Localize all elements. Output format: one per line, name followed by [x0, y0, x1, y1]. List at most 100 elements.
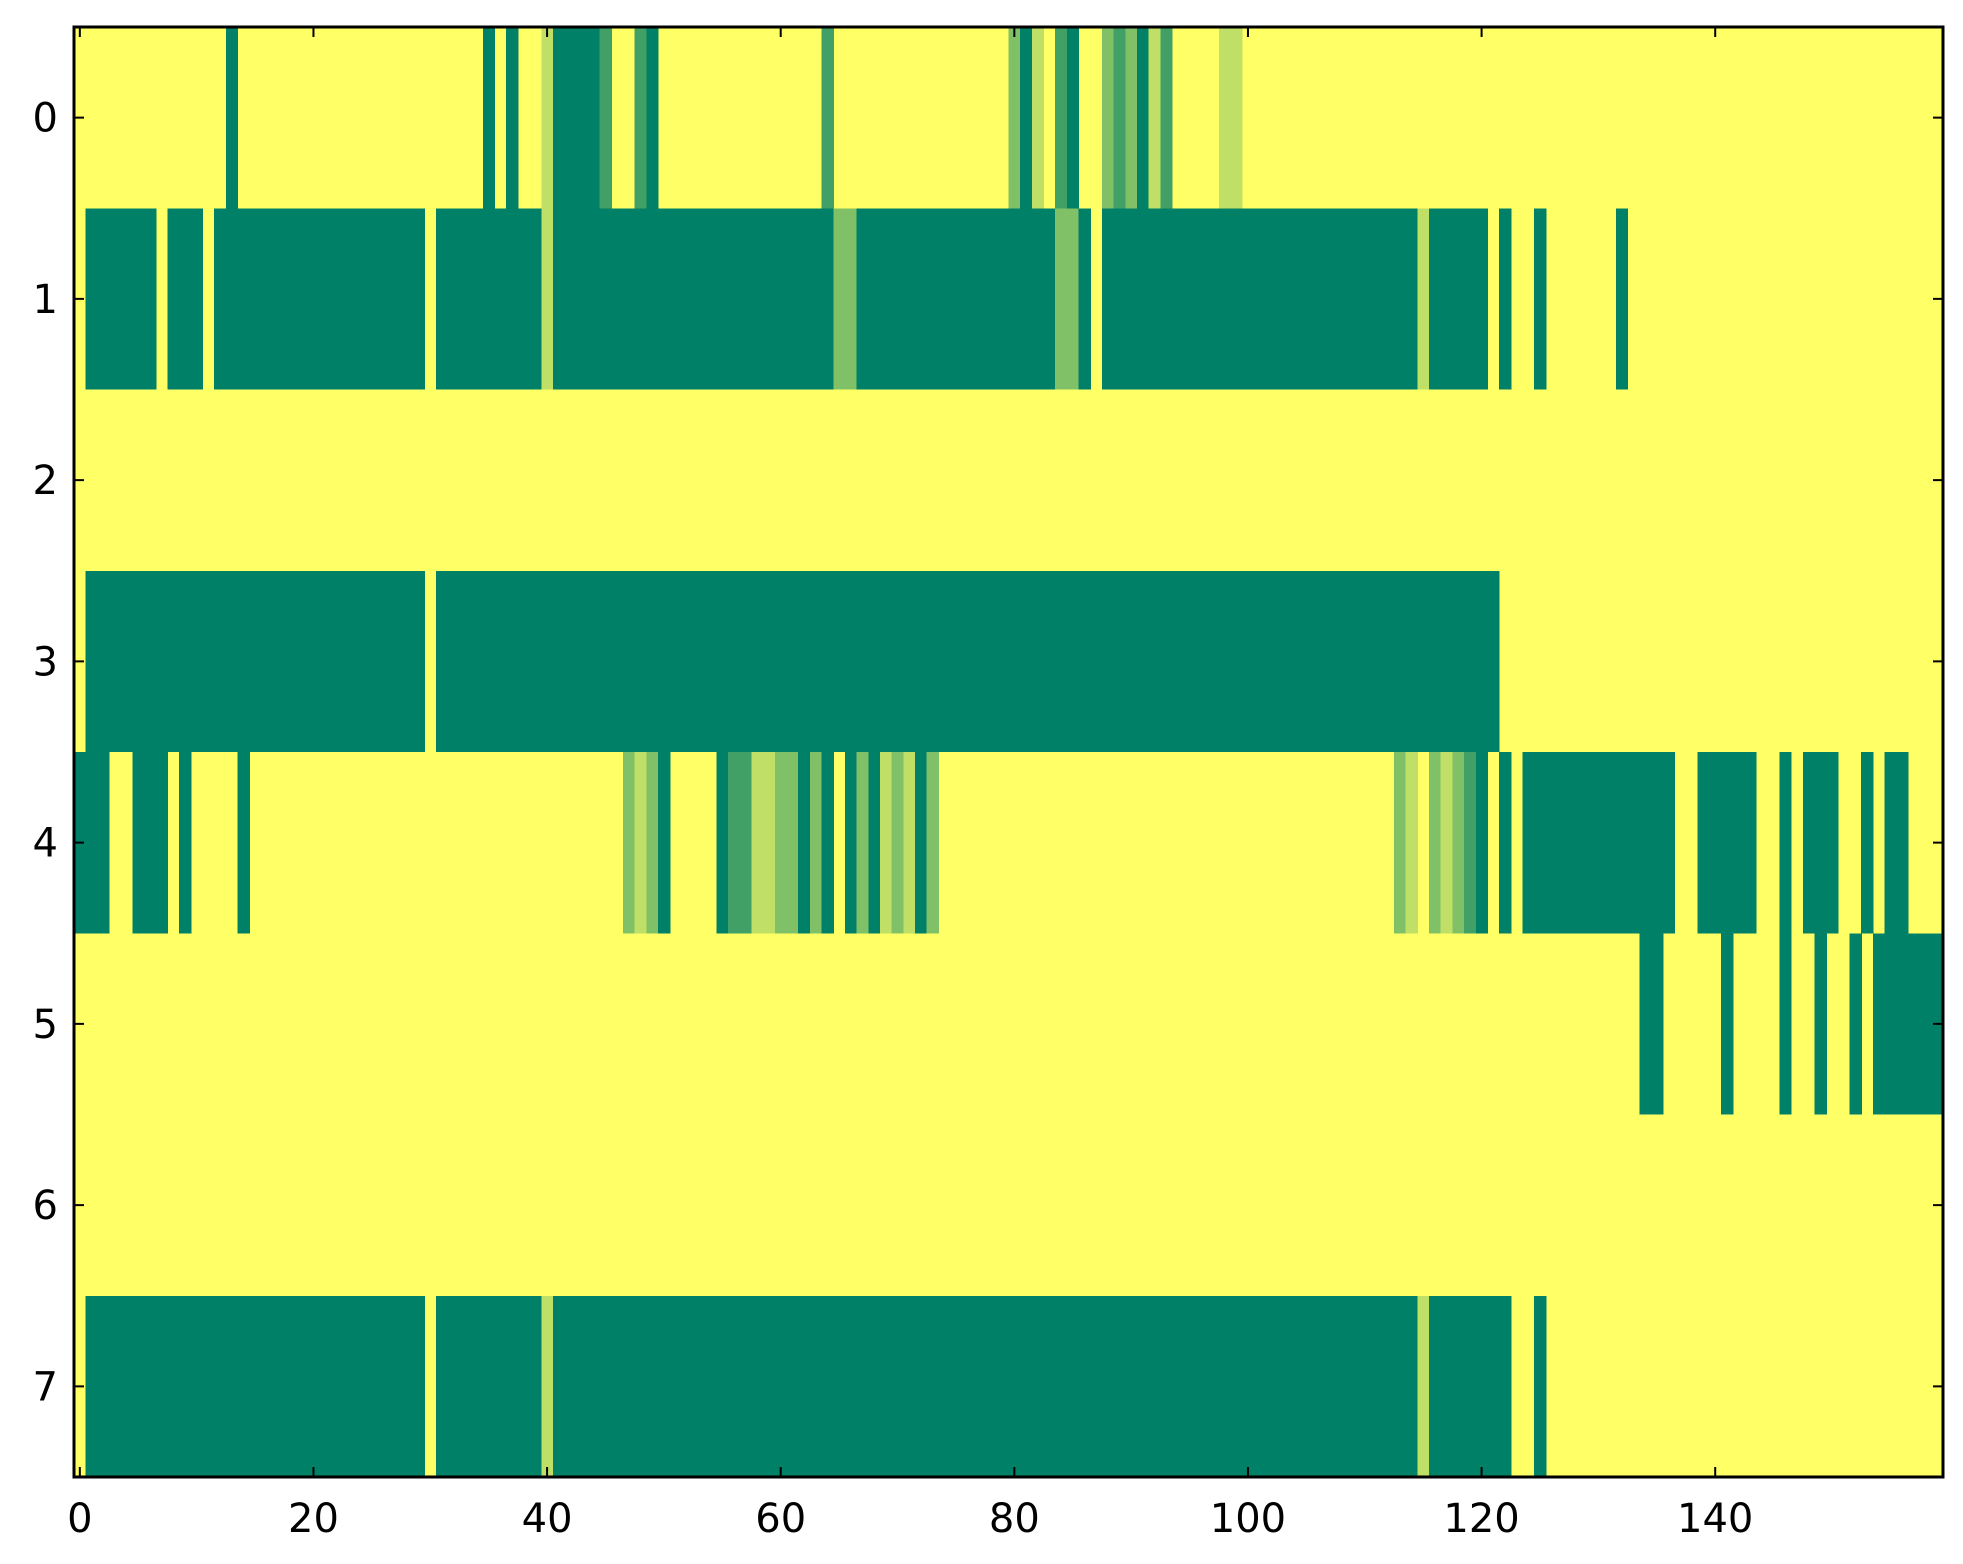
heatmap-cell-row-0-col-93-to-93 — [1160, 27, 1173, 209]
heatmap-cell-row-0-col-37-to-37 — [506, 27, 519, 209]
heatmap-cell-row-4-col-55-to-55 — [716, 752, 729, 934]
heatmap-cell-row-7-col-40-to-40 — [541, 1295, 554, 1477]
heatmap-cell-row-0-col-92-to-92 — [1148, 27, 1161, 209]
heatmap-cell-row-0-col-91-to-91 — [1136, 27, 1150, 209]
heatmap-cell-row-7-col-31-to-39 — [436, 1295, 542, 1477]
heatmap-cell-row-1-col-132-to-132 — [1615, 208, 1629, 390]
heatmap-cell-row-0-col-41-to-44 — [552, 27, 601, 209]
heatmap-cell-row-1-col-125-to-125 — [1534, 208, 1547, 390]
heatmap-cell-row-7-col-116-to-122 — [1429, 1295, 1512, 1477]
heatmap-cell-row-1-col-67-to-83 — [856, 208, 1056, 390]
heatmap-cell-row-4-col-73-to-73 — [926, 752, 940, 934]
heatmap-cell-row-0-col-40-to-40 — [541, 27, 554, 209]
heatmap-cell-row-4-col-155-to-156 — [1884, 752, 1909, 934]
y-tick-label: 7 — [33, 1364, 58, 1410]
heatmap-cell-row-0-col-45-to-45 — [599, 27, 612, 209]
x-tick-label: 20 — [288, 1496, 339, 1542]
heatmap-cell-row-0-col-49-to-49 — [646, 27, 659, 209]
heatmap-cell-row-1-col-41-to-64 — [552, 208, 834, 390]
heatmap-cell-row-1-col-12-to-29 — [214, 208, 426, 390]
heatmap-cell-row-4-col-49-to-49 — [646, 752, 659, 934]
heatmap-cell-row-4-col-119-to-119 — [1464, 752, 1477, 934]
heatmap-cell-row-4-col-5-to-7 — [132, 752, 169, 934]
heatmap-cell-row-4-col-124-to-136 — [1522, 752, 1675, 934]
x-tick-label: 60 — [755, 1496, 806, 1542]
heatmap-cell-row-0-col-89-to-89 — [1113, 27, 1126, 209]
heatmap-cell-row-4-col-153-to-153 — [1861, 752, 1874, 934]
heatmap-cell-row-1-col-122-to-122 — [1499, 208, 1512, 390]
heatmap-cell-row-3-col-31-to-121 — [436, 570, 1500, 752]
heatmap-cell-row-0-col-85-to-85 — [1066, 27, 1080, 209]
heatmap-cell-row-0-col-35-to-35 — [482, 27, 496, 209]
heatmap-cell-row-3-col-1-to-29 — [85, 570, 426, 752]
x-tick-label: 140 — [1677, 1496, 1753, 1542]
y-axis-tick-labels: 0 1 2 3 4 5 6 7 — [33, 96, 58, 1411]
heatmap-cell-row-4-col-60-to-61 — [774, 752, 799, 934]
y-tick-label: 4 — [33, 821, 58, 867]
heatmap-cell-row-1-col-116-to-120 — [1429, 208, 1489, 390]
heatmap-cell-row-4-col-66-to-66 — [844, 752, 858, 934]
heatmap-cell-row-4-col-113-to-113 — [1393, 752, 1407, 934]
heatmap-cell-row-0-col-64-to-64 — [821, 27, 834, 209]
heatmap-cell-row-0-col-13-to-13 — [225, 27, 239, 209]
x-tick-label: 40 — [522, 1496, 573, 1542]
heatmap-cell-row-4-col-48-to-48 — [634, 752, 647, 934]
heatmap-cell-row-4-col-56-to-57 — [728, 752, 753, 934]
heatmap-cell-row-7-col-1-to-29 — [85, 1295, 426, 1477]
heatmap-cell-row-4-col-116-to-116 — [1429, 752, 1442, 934]
y-tick-label: 1 — [33, 277, 58, 323]
heatmap-cell-row-1-col-40-to-40 — [541, 208, 554, 390]
heatmap-cell-row-5-col-134-to-135 — [1639, 933, 1664, 1115]
heatmap-cell-row-0-col-90-to-90 — [1125, 27, 1138, 209]
heatmap-cell-row-4-col-72-to-72 — [915, 752, 928, 934]
x-tick-label: 0 — [67, 1496, 92, 1542]
heatmap-cell-row-7-col-125-to-125 — [1534, 1295, 1547, 1477]
heatmap-cell-row-0-col-80-to-80 — [1008, 27, 1021, 209]
heatmap-cell-row-4-col-120-to-120 — [1475, 752, 1489, 934]
heatmap-cells — [74, 27, 1944, 1477]
axis-ticks — [74, 27, 1943, 1477]
heatmap-cell-row-4-col-58-to-59 — [751, 752, 776, 934]
heatmap-cell-row-5-col-149-to-149 — [1814, 933, 1827, 1115]
y-tick-label: 5 — [33, 1002, 58, 1048]
heatmap-cell-row-4-col-68-to-68 — [868, 752, 881, 934]
heatmap-cell-row-0-col-48-to-48 — [634, 27, 647, 209]
heatmap-cell-row-4-col-47-to-47 — [623, 752, 636, 934]
heatmap-cell-row-4-col-122-to-122 — [1499, 752, 1512, 934]
y-tick-label: 0 — [33, 96, 58, 142]
y-tick-label: 6 — [33, 1183, 58, 1229]
heatmap-cell-row-4-col-114-to-114 — [1405, 752, 1418, 934]
heatmap-cell-row-4-col-117-to-117 — [1440, 752, 1453, 934]
heatmap-cell-row-4-col-14-to-14 — [237, 752, 250, 934]
heatmap-cell-row-1-col-31-to-39 — [436, 208, 542, 390]
plot-frame — [72, 25, 1945, 1479]
y-tick-label: 2 — [33, 458, 58, 504]
x-axis-tick-labels: 0 20 40 60 80 100 120 140 — [67, 1496, 1753, 1542]
heatmap-cell-row-0-col-98-to-99 — [1218, 27, 1243, 209]
heatmap-cell-row-7-col-115-to-115 — [1417, 1295, 1430, 1477]
heatmap-cell-row-1-col-115-to-115 — [1417, 208, 1430, 390]
heatmap-cell-row-0-col-84-to-84 — [1055, 27, 1068, 209]
heatmap-cell-row-4-col-69-to-69 — [880, 752, 893, 934]
heatmap-cell-row-4-col-118-to-118 — [1452, 752, 1465, 934]
heatmap-cell-row-4-col-63-to-63 — [809, 752, 823, 934]
heatmap-cell-row-0-col-81-to-81 — [1020, 27, 1033, 209]
heatmap-cell-row-1-col-8-to-10 — [167, 208, 204, 390]
heatmap-cell-row-4-col-139-to-143 — [1697, 752, 1757, 934]
x-tick-label: 80 — [989, 1496, 1040, 1542]
heatmap-cell-row-4-col-146-to-146 — [1779, 752, 1792, 934]
heatmap-cell-row-5-col-146-to-146 — [1779, 933, 1792, 1115]
heatmap-cell-row-4-col-9-to-9 — [179, 752, 192, 934]
heatmap-cell-row-1-col-1-to-6 — [85, 208, 157, 390]
heatmap-cell-row-4-col-71-to-71 — [903, 752, 916, 934]
heatmap-cell-row-1-col-88-to-114 — [1101, 208, 1418, 390]
heatmap-cell-row-4-col-67-to-67 — [856, 752, 869, 934]
heatmap-cell-row-4-col-70-to-70 — [891, 752, 904, 934]
heatmap-cell-row-5-col-152-to-152 — [1849, 933, 1862, 1115]
heatmap-cell-row-5-col-154-to-159 — [1872, 933, 1944, 1115]
heatmap-cell-row-1-col-65-to-66 — [833, 208, 858, 390]
heatmap-cell-row-7-col-41-to-114 — [552, 1295, 1418, 1477]
heatmap-cell-row-4-col-62-to-62 — [798, 752, 811, 934]
heatmap-cell-row-4-col-64-to-64 — [821, 752, 834, 934]
